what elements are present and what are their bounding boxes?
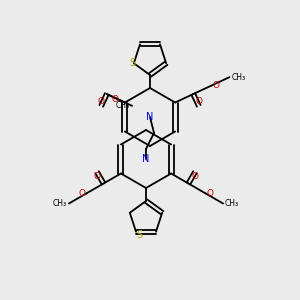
Text: O: O	[207, 189, 214, 198]
Text: O: O	[94, 172, 100, 181]
Text: CH₃: CH₃	[225, 199, 239, 208]
Text: N: N	[142, 154, 150, 164]
Text: S: S	[130, 58, 136, 68]
Text: O: O	[212, 81, 219, 90]
Text: CH₃: CH₃	[116, 101, 130, 110]
Text: O: O	[111, 95, 118, 104]
Text: CH₃: CH₃	[53, 199, 67, 208]
Text: O: O	[98, 97, 105, 106]
Text: O: O	[195, 97, 202, 106]
Text: N: N	[146, 112, 154, 122]
Text: CH₃: CH₃	[232, 73, 246, 82]
Text: S: S	[136, 230, 142, 240]
Text: O: O	[78, 189, 85, 198]
Text: O: O	[191, 172, 198, 181]
